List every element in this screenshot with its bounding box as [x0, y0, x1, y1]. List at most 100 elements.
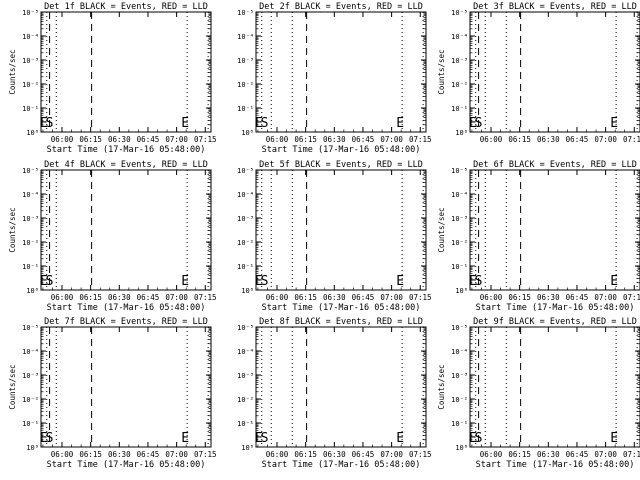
- x-tick-label: 06:45: [137, 450, 160, 459]
- x-tick-label: 07:15: [409, 293, 432, 302]
- event-marker-label: S: [46, 431, 54, 446]
- x-tick-label: 06:45: [137, 135, 160, 144]
- x-tick-label: 06:30: [108, 293, 131, 302]
- y-tick-label: 10⁻²: [22, 239, 39, 247]
- x-tick-label: 07:15: [194, 293, 217, 302]
- plot-frame: [40, 11, 212, 133]
- x-axis-title: Start Time (17-Mar-16 05:48:00): [47, 145, 206, 155]
- plot-frame: [40, 169, 212, 291]
- plot-panel: Det 8f BLACK = Events, RED = LLD 10⁰ 10⁻¹ 1…: [237, 317, 431, 470]
- y-tick-label: 10⁻¹: [237, 420, 254, 428]
- y-tick-label: 10⁻²: [22, 81, 39, 89]
- event-marker-label: S: [261, 274, 269, 289]
- y-tick-label: 10⁻²: [22, 396, 39, 404]
- y-tick-label: 10⁻³: [22, 372, 39, 380]
- plot-frame: [255, 326, 427, 448]
- plot-title: Det 8f BLACK = Events, RED = LLD: [259, 317, 423, 327]
- y-tick-label: 10⁻⁴: [22, 348, 39, 356]
- x-tick-label: 06:15: [508, 135, 531, 144]
- x-tick-label: 06:30: [108, 450, 131, 459]
- y-tick-label: 10⁻⁵: [22, 167, 39, 175]
- x-tick-label: 06:45: [352, 135, 375, 144]
- x-tick-label: 07:00: [165, 293, 188, 302]
- x-tick-label: 06:30: [537, 135, 560, 144]
- y-tick-label: 10⁻⁴: [451, 348, 468, 356]
- y-tick-label: 10⁻⁵: [451, 167, 468, 175]
- x-tick-label: 06:00: [51, 293, 74, 302]
- y-tick-label: 10⁻⁴: [451, 33, 468, 41]
- x-axis-title: Start Time (17-Mar-16 05:48:00): [262, 145, 421, 155]
- plot-title: Det 2f BLACK = Events, RED = LLD: [259, 2, 423, 12]
- event-marker-label: E: [469, 431, 477, 446]
- x-tick-label: 06:15: [294, 450, 317, 459]
- x-tick-label: 06:45: [566, 135, 589, 144]
- event-marker-label: E: [610, 431, 618, 446]
- event-marker-label: S: [261, 431, 269, 446]
- y-tick-label: 10⁰: [241, 287, 254, 295]
- y-tick-label: 10⁰: [455, 287, 468, 295]
- x-tick-label: 07:15: [623, 450, 640, 459]
- x-tick-label: 06:00: [266, 450, 289, 459]
- y-axis-title: Counts/sec: [437, 49, 446, 94]
- y-tick-label: 10⁻⁴: [237, 348, 254, 356]
- x-tick-label: 07:15: [409, 135, 432, 144]
- y-tick-label: 10⁻⁴: [22, 33, 39, 41]
- plot-title: Det 4f BLACK = Events, RED = LLD: [44, 160, 208, 170]
- event-marker-label: E: [40, 431, 48, 446]
- plot-title: Det 9f BLACK = Events, RED = LLD: [473, 317, 637, 327]
- x-tick-label: 06:15: [508, 450, 531, 459]
- x-tick-label: 06:30: [108, 135, 131, 144]
- y-tick-label: 10⁻³: [22, 57, 39, 65]
- event-marker-label: S: [475, 116, 483, 131]
- x-tick-label: 06:00: [51, 450, 74, 459]
- x-tick-label: 06:45: [566, 450, 589, 459]
- event-marker-label: S: [46, 274, 54, 289]
- x-tick-label: 06:15: [508, 293, 531, 302]
- y-axis-title: Counts/sec: [8, 364, 17, 409]
- x-tick-label: 07:00: [594, 135, 617, 144]
- y-axis-title: Counts/sec: [437, 207, 446, 252]
- x-tick-label: 06:30: [323, 450, 346, 459]
- y-tick-label: 10⁰: [455, 444, 468, 452]
- x-tick-label: 07:00: [380, 450, 403, 459]
- x-axis-title: Start Time (17-Mar-16 05:48:00): [476, 460, 635, 470]
- plot-title: Det 6f BLACK = Events, RED = LLD: [473, 160, 637, 170]
- event-marker-label: E: [255, 116, 263, 131]
- x-tick-label: 06:15: [294, 293, 317, 302]
- y-tick-label: 10⁻⁵: [237, 9, 254, 17]
- y-tick-label: 10⁻¹: [22, 263, 39, 271]
- x-tick-label: 07:00: [594, 293, 617, 302]
- y-tick-label: 10⁻¹: [237, 105, 254, 113]
- y-tick-label: 10⁻³: [451, 215, 468, 223]
- plot-title: Det 1f BLACK = Events, RED = LLD: [44, 2, 208, 12]
- x-tick-label: 07:15: [194, 135, 217, 144]
- y-tick-label: 10⁰: [26, 287, 39, 295]
- y-tick-label: 10⁻⁴: [22, 191, 39, 199]
- x-tick-label: 06:15: [79, 135, 102, 144]
- x-tick-label: 07:00: [594, 450, 617, 459]
- event-marker-label: E: [40, 274, 48, 289]
- plot-title: Det 7f BLACK = Events, RED = LLD: [44, 317, 208, 327]
- y-tick-label: 10⁻¹: [22, 420, 39, 428]
- x-tick-label: 07:15: [409, 450, 432, 459]
- y-tick-label: 10⁻²: [451, 396, 468, 404]
- x-tick-label: 07:15: [623, 135, 640, 144]
- plot-title: Det 5f BLACK = Events, RED = LLD: [259, 160, 423, 170]
- x-tick-label: 07:15: [623, 293, 640, 302]
- y-tick-label: 10⁰: [241, 444, 254, 452]
- x-axis-title: Start Time (17-Mar-16 05:48:00): [262, 460, 421, 470]
- plot-frame: [469, 169, 640, 291]
- y-axis-title: Counts/sec: [437, 364, 446, 409]
- x-axis-title: Start Time (17-Mar-16 05:48:00): [262, 303, 421, 313]
- x-axis-title: Start Time (17-Mar-16 05:48:00): [47, 303, 206, 313]
- y-tick-label: 10⁻²: [237, 239, 254, 247]
- y-tick-label: 10⁻³: [237, 372, 254, 380]
- y-tick-label: 10⁻¹: [451, 420, 468, 428]
- plot-frame: [255, 11, 427, 133]
- event-marker-label: E: [396, 431, 404, 446]
- x-tick-label: 06:30: [537, 293, 560, 302]
- x-tick-label: 06:15: [294, 135, 317, 144]
- plot-panel: Det 9f BLACK = Events, RED = LLD 10⁰ 10⁻¹ 1…: [437, 317, 640, 470]
- x-tick-label: 06:00: [266, 135, 289, 144]
- event-marker-label: E: [610, 116, 618, 131]
